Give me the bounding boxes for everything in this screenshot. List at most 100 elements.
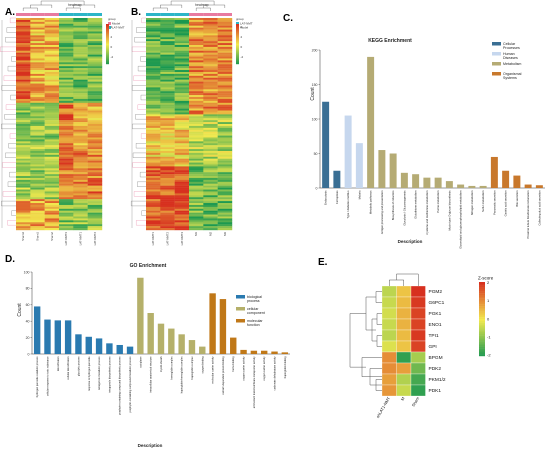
hmB-cell xyxy=(217,203,233,206)
hmB-cell xyxy=(160,206,175,209)
hmA-scale-segment xyxy=(106,56,109,58)
hmB-dendrogram-link xyxy=(170,0,215,5)
hmA-cell xyxy=(59,158,74,161)
hmA-cell xyxy=(73,210,88,213)
hmA-cell xyxy=(30,191,45,194)
hmA-cell xyxy=(73,95,88,98)
hmA-cell xyxy=(44,68,60,71)
hmA-dendrogram-link xyxy=(11,56,16,62)
hmB-cell xyxy=(146,141,161,144)
hmA-cell xyxy=(16,212,31,215)
hmB-cell xyxy=(146,50,161,53)
hmA-group-bar xyxy=(59,13,74,16)
hmB-cell xyxy=(189,93,204,96)
zscore-cell xyxy=(396,307,412,320)
hmA-cell xyxy=(30,68,45,71)
hmB-cell xyxy=(217,48,233,51)
hmB-cell xyxy=(174,75,190,78)
hmB-cell xyxy=(174,125,190,129)
hmA-cell xyxy=(59,222,74,225)
hmA-scale-segment xyxy=(106,40,109,42)
hmB-cell xyxy=(174,170,190,173)
hmA-cell xyxy=(44,71,60,75)
hmB-cell xyxy=(174,37,190,40)
hmB-cell xyxy=(203,35,218,38)
hmA-scale-segment xyxy=(106,55,109,57)
hmA-cell xyxy=(44,79,60,82)
hmB-cell xyxy=(203,44,218,48)
hmA-cell xyxy=(87,131,103,134)
hmA-cell xyxy=(59,124,74,127)
hmA-cell xyxy=(59,48,74,51)
hmA-cell xyxy=(16,48,31,51)
hmB-cell xyxy=(146,125,161,129)
hmA-cell xyxy=(73,168,88,171)
hmB-cell xyxy=(203,145,218,148)
hmB-cell xyxy=(146,168,161,171)
hmA-cell xyxy=(30,93,45,96)
hmA-cell xyxy=(44,70,60,73)
hmB-cell xyxy=(160,68,175,71)
hmB-cell xyxy=(217,185,233,188)
zscore-cell xyxy=(410,384,426,397)
hmB-cell xyxy=(189,56,204,59)
hmB-cell xyxy=(174,108,190,111)
hmB-cell xyxy=(174,54,190,57)
hmA-cell xyxy=(73,68,88,71)
hmA-cell xyxy=(59,43,74,46)
hmB-cell xyxy=(160,64,175,67)
hmA-cell xyxy=(87,124,103,127)
hmA-cell xyxy=(59,31,74,34)
hmB-cell xyxy=(217,176,233,179)
hmA-cell xyxy=(87,135,103,138)
hmB-cell xyxy=(203,52,218,55)
hmA-cell xyxy=(16,118,31,121)
hmB-cell xyxy=(174,162,190,165)
hmA-dendrogram-link xyxy=(2,191,16,197)
hmB-cell xyxy=(189,156,204,159)
hmA-cell xyxy=(16,203,31,206)
hmB-cell xyxy=(146,89,161,92)
zscore-scale-segment xyxy=(479,294,485,297)
hmB-scale-segment xyxy=(236,53,239,55)
hmB-cell xyxy=(217,39,233,42)
hmA-cell xyxy=(44,33,60,36)
hmA-cell xyxy=(59,104,74,107)
hmA-cell xyxy=(87,37,103,40)
hmB-cell xyxy=(146,195,161,198)
hmB-cell xyxy=(203,73,218,77)
hmB-cell xyxy=(203,23,218,26)
hmB-cell xyxy=(174,127,190,130)
hmB-cell xyxy=(203,95,218,98)
hmA-cell xyxy=(30,224,45,227)
hmB-cell xyxy=(146,193,161,196)
hmB-cell xyxy=(203,25,218,28)
hmA-cell xyxy=(87,179,103,183)
hmA-cell xyxy=(59,228,74,231)
hmB-dendrogram-link xyxy=(137,181,146,187)
hmB-cell xyxy=(174,154,190,157)
hmA-cell xyxy=(44,174,60,177)
hmB-sample-label: M2 xyxy=(209,232,213,236)
hmB-scale-segment xyxy=(236,28,239,30)
hmA-cell xyxy=(16,43,31,46)
hmA-cell xyxy=(30,48,45,51)
hmA-cell xyxy=(73,166,88,169)
hmA-cell xyxy=(16,85,31,88)
hmA-cell xyxy=(30,150,45,154)
hmB-cell xyxy=(189,75,204,78)
hmB-cell xyxy=(174,39,190,42)
hmA-cell xyxy=(16,127,31,130)
hmA-cell xyxy=(30,164,45,167)
hmA-dendrogram-link xyxy=(6,27,16,33)
hmB-cell xyxy=(189,131,204,134)
hmA-cell xyxy=(59,199,74,202)
hmB-cell xyxy=(146,183,161,186)
zscore-scale-segment xyxy=(479,306,485,309)
hmA-cell xyxy=(73,158,88,161)
hmA-cell xyxy=(30,172,45,175)
go-bar xyxy=(64,320,72,354)
hmA-cell xyxy=(87,18,103,21)
hmB-cell xyxy=(189,97,204,100)
zscore-row-label: BPGM xyxy=(429,355,443,361)
